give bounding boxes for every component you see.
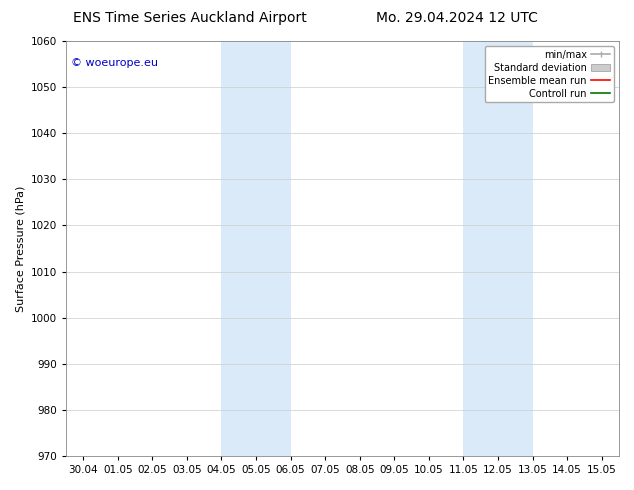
Text: Mo. 29.04.2024 12 UTC: Mo. 29.04.2024 12 UTC bbox=[375, 11, 538, 25]
Bar bbox=[221, 41, 290, 456]
Y-axis label: Surface Pressure (hPa): Surface Pressure (hPa) bbox=[15, 185, 25, 312]
Legend: min/max, Standard deviation, Ensemble mean run, Controll run: min/max, Standard deviation, Ensemble me… bbox=[484, 46, 614, 102]
Text: ENS Time Series Auckland Airport: ENS Time Series Auckland Airport bbox=[74, 11, 307, 25]
Bar bbox=[463, 41, 533, 456]
Text: © woeurope.eu: © woeurope.eu bbox=[72, 58, 158, 68]
